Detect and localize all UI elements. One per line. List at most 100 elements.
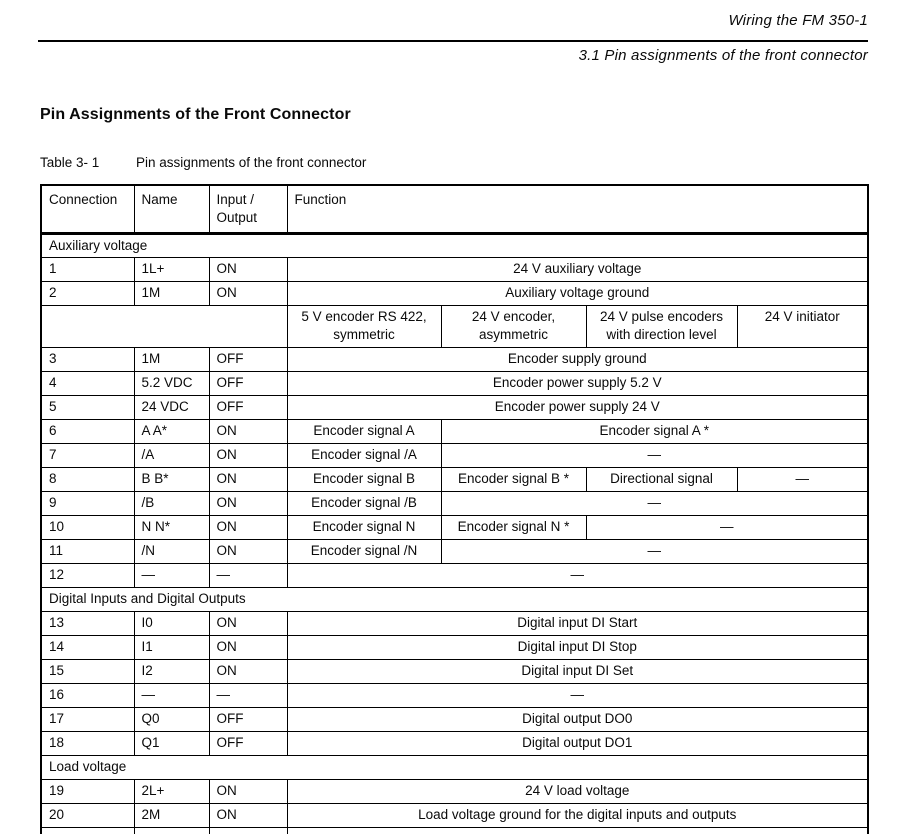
table-row-pin-1: 1 1L+ ON 24 V auxiliary voltage (40, 256, 869, 282)
cell-function-5v: Encoder signal N (286, 514, 442, 540)
section-row-auxiliary-voltage: Auxiliary voltage (40, 232, 869, 258)
table-row-pin-8: 8 B B* ON Encoder signal B Encoder signa… (40, 466, 869, 492)
cell-name: 1M (133, 346, 210, 372)
subheader-24v-encoder: 24 V encoder, asymmetric (440, 304, 587, 348)
cell-name: Q1 (133, 730, 210, 756)
clipped-next-row (40, 826, 869, 834)
cell-name: — (133, 562, 210, 588)
cell-function: Digital input DI Stop (286, 634, 869, 660)
cell-function-24v-encoder: Encoder signal N * (440, 514, 587, 540)
cell-function-initiator: — (736, 466, 869, 492)
table-row-pin-7: 7 /A ON Encoder signal /A — (40, 442, 869, 468)
cell-name: B B* (133, 466, 210, 492)
cell-io: ON (208, 256, 288, 282)
cell-io: ON (208, 418, 288, 444)
cell-connection: 16 (40, 682, 135, 708)
cell-function-5v: Encoder signal /B (286, 490, 442, 516)
table-row-pin-6: 6 A A* ON Encoder signal A Encoder signa… (40, 418, 869, 444)
cell-io: ON (208, 538, 288, 564)
cell-name: A A* (133, 418, 210, 444)
table-row-pin-17: 17 Q0 OFF Digital output DO0 (40, 706, 869, 732)
cell-connection: 12 (40, 562, 135, 588)
cell-name: 1L+ (133, 256, 210, 282)
table-caption-label: Table 3- 1 (40, 155, 100, 170)
cell-function-5v: Encoder signal B (286, 466, 442, 492)
cell-connection: 10 (40, 514, 135, 540)
cell-name: I1 (133, 634, 210, 660)
subheader-24v-pulse-encoders: 24 V pulse encoders with direction level (585, 304, 738, 348)
subheader-empty-cell (40, 304, 288, 348)
subheader-24v-initiator: 24 V initiator (736, 304, 869, 348)
cell-name: Q0 (133, 706, 210, 732)
cell-io: ON (208, 442, 288, 468)
cell-function: Encoder supply ground (286, 346, 869, 372)
cell-connection: 3 (40, 346, 135, 372)
cell-connection: 2 (40, 280, 135, 306)
cell-function: Auxiliary voltage ground (286, 280, 869, 306)
cell-io: OFF (208, 346, 288, 372)
cell-function-5v: Encoder signal A (286, 418, 442, 444)
cell-connection: 13 (40, 610, 135, 636)
table-row-pin-9: 9 /B ON Encoder signal /B — (40, 490, 869, 516)
cell-io: ON (208, 634, 288, 660)
cell-io: OFF (208, 730, 288, 756)
table-row-pin-19: 19 2L+ ON 24 V load voltage (40, 778, 869, 804)
cell-name: I2 (133, 658, 210, 684)
cell-name: /B (133, 490, 210, 516)
cell-function: — (286, 562, 869, 588)
table-row-pin-3: 3 1M OFF Encoder supply ground (40, 346, 869, 372)
cell-connection: 11 (40, 538, 135, 564)
col-header-connection: Connection (40, 184, 135, 235)
cell-function: Encoder power supply 24 V (286, 394, 869, 420)
cell-name: 24 VDC (133, 394, 210, 420)
table-row-pin-5: 5 24 VDC OFF Encoder power supply 24 V (40, 394, 869, 420)
cell-connection: 17 (40, 706, 135, 732)
cell-connection: 18 (40, 730, 135, 756)
page-title: Pin Assignments of the Front Connector (40, 106, 351, 123)
cell-function: Digital output DO1 (286, 730, 869, 756)
cell-function: Digital output DO0 (286, 706, 869, 732)
cell-connection: 1 (40, 256, 135, 282)
running-header-section: 3.1 Pin assignments of the front connect… (578, 47, 868, 64)
cell-io: ON (208, 514, 288, 540)
col-header-input-output: Input / Output (208, 184, 288, 235)
section-row-load-voltage: Load voltage (40, 754, 869, 780)
col-header-name: Name (133, 184, 210, 235)
table-row-pin-15: 15 I2 ON Digital input DI Set (40, 658, 869, 684)
table-row-pin-11: 11 /N ON Encoder signal /N — (40, 538, 869, 564)
table-row-pin-13: 13 I0 ON Digital input DI Start (40, 610, 869, 636)
cell-io: — (208, 562, 288, 588)
cell-function-24v-encoder: Encoder signal B * (440, 466, 587, 492)
cell-name: /A (133, 442, 210, 468)
cell-io: OFF (208, 394, 288, 420)
pin-assignments-table: Connection Name Input / Output Function … (40, 184, 870, 834)
cell-name: N N* (133, 514, 210, 540)
table-row-pin-2: 2 1M ON Auxiliary voltage ground (40, 280, 869, 306)
cell-function: Encoder power supply 5.2 V (286, 370, 869, 396)
cell-name: 5.2 VDC (133, 370, 210, 396)
cell-function-others: — (440, 490, 869, 516)
table-row-pin-12: 12 — — — (40, 562, 869, 588)
running-header-chapter: Wiring the FM 350-1 (728, 12, 868, 29)
section-label: Digital Inputs and Digital Outputs (40, 586, 869, 612)
section-row-digital-inputs-outputs: Digital Inputs and Digital Outputs (40, 586, 869, 612)
table-row-pin-16: 16 — — — (40, 682, 869, 708)
cell-io: ON (208, 658, 288, 684)
cell-function-5v: Encoder signal /N (286, 538, 442, 564)
table-row-pin-20: 20 2M ON Load voltage ground for the dig… (40, 802, 869, 828)
cell-connection: 20 (40, 802, 135, 828)
cell-io: ON (208, 778, 288, 804)
running-header-rule (38, 40, 868, 42)
cell-function: — (286, 682, 869, 708)
cell-io: ON (208, 280, 288, 306)
cell-function: 24 V load voltage (286, 778, 869, 804)
table-caption: Table 3- 1 Pin assignments of the front c… (40, 155, 366, 170)
cell-name: — (133, 682, 210, 708)
cell-function-pulse-encoder: Directional signal (585, 466, 738, 492)
table-row-pin-4: 4 5.2 VDC OFF Encoder power supply 5.2 V (40, 370, 869, 396)
cell-io: ON (208, 466, 288, 492)
encoder-type-subheader-row: 5 V encoder RS 422, symmetric 24 V encod… (40, 304, 869, 348)
cell-io: ON (208, 490, 288, 516)
section-label: Auxiliary voltage (40, 232, 869, 258)
